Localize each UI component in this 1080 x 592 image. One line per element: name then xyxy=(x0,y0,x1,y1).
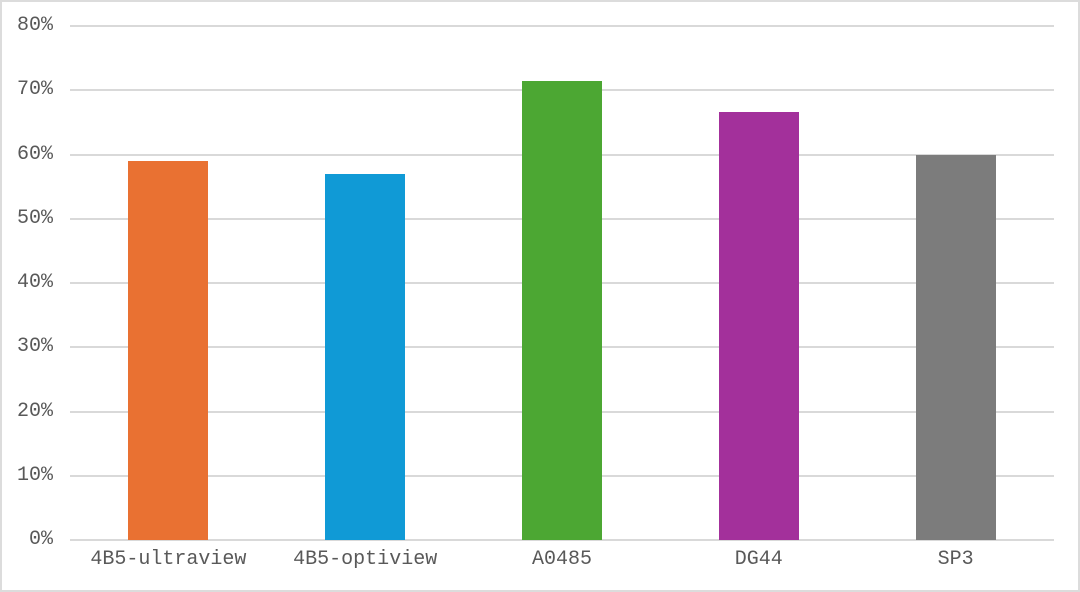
y-tick-label: 10% xyxy=(16,463,53,487)
plot-area xyxy=(70,25,1054,541)
x-category-label: 4B5-ultraview xyxy=(90,548,247,571)
y-axis: 0% 10% 20% 30% 40% 50% 60% 70% 80% xyxy=(0,15,55,551)
gridline xyxy=(70,25,1054,27)
y-tick-label: 20% xyxy=(16,399,53,423)
bar-4b5-optiview xyxy=(325,173,406,540)
y-tick-label: 0% xyxy=(28,528,53,551)
x-category-label: SP3 xyxy=(937,548,974,571)
x-category-label: 4B5-optiview xyxy=(293,548,438,571)
x-category-label: A0485 xyxy=(531,548,592,571)
bar-4b5-ultraview xyxy=(128,160,209,540)
bar-a0485 xyxy=(522,80,602,540)
y-tick-label: 50% xyxy=(16,206,53,230)
x-category-label: DG44 xyxy=(734,548,783,571)
y-tick-label: 80% xyxy=(16,14,53,37)
x-axis: 4B5-ultraview 4B5-optiview A0485 DG44 SP3 xyxy=(70,546,1054,586)
gridline xyxy=(70,539,1054,541)
y-tick-label: 40% xyxy=(16,271,53,294)
y-tick-label: 30% xyxy=(16,335,53,359)
bar-sp3 xyxy=(915,154,996,540)
y-tick-label: 60% xyxy=(16,142,53,166)
bar-dg44 xyxy=(718,111,799,540)
y-tick-label: 70% xyxy=(16,78,53,102)
